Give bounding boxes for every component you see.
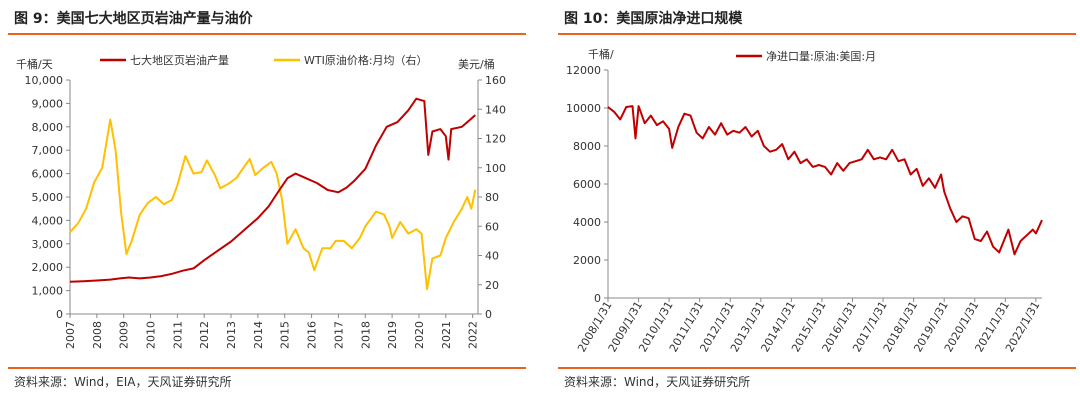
- x-tick-label: 2021: [440, 321, 453, 349]
- figure-9-source: 资料来源：Wind，EIA，天风证券研究所: [14, 375, 232, 389]
- x-tick-label: 2010: [145, 321, 158, 349]
- series-line-production: [69, 97, 476, 283]
- y-tick-label-right: 80: [485, 191, 499, 204]
- source-divider: [558, 367, 1076, 369]
- x-tick-label: 2013: [225, 321, 238, 349]
- x-tick-label: 2022: [467, 321, 480, 349]
- y-tick-label-right: 60: [485, 220, 499, 233]
- y-tick-label-right: 160: [485, 74, 506, 87]
- right-axis-unit: 美元/桶: [458, 57, 495, 71]
- y-tick-label-left: 1,000: [32, 285, 64, 298]
- y-tick-label-left: 5,000: [32, 191, 64, 204]
- x-tick-label: 2019: [386, 321, 399, 349]
- x-tick-label: 2007: [64, 321, 77, 349]
- y-tick-label-left: 4,000: [32, 214, 64, 227]
- y-tick-label-left: 0: [56, 308, 63, 321]
- y-tick-label-left: 3,000: [32, 238, 64, 251]
- y-tick-label-right: 140: [485, 103, 506, 116]
- y-tick-label-left: 10,000: [25, 74, 64, 87]
- x-tick-label: 2015: [279, 321, 292, 349]
- y-tick-label-left: 9,000: [32, 97, 64, 110]
- x-tick-label: 2018: [359, 321, 372, 349]
- y-tick-label: 6000: [573, 178, 601, 191]
- y-tick-label: 0: [594, 292, 601, 305]
- y-tick-label-left: 8,000: [32, 121, 64, 134]
- x-tick-label: 2008: [91, 321, 104, 349]
- y-tick-label: 10000: [566, 102, 601, 115]
- y-tick-label-right: 20: [485, 279, 499, 292]
- figure-10-title: 图 10：美国原油净进口规模: [564, 11, 743, 27]
- figure-9-panel: 图 9：美国七大地区页岩油产量与油价 0 1,000 2,000 3,000 4,000…: [0, 0, 526, 403]
- y-tick-label: 8000: [573, 140, 601, 153]
- series-line-wti: [69, 118, 477, 291]
- net-imports-chart: 0200040006000800010000120002008/1/312009…: [566, 47, 1043, 354]
- y-tick-label-left: 7,000: [32, 144, 64, 157]
- x-tick-label: 2011: [171, 321, 184, 349]
- x-tick-label: 2009: [118, 321, 131, 349]
- x-tick-label: 2012: [198, 321, 211, 349]
- figure-10-panel: 图 10：美国原油净进口规模 0 2000 4000 6000 8000 10000 120…: [550, 0, 1076, 403]
- x-tick-label: 2017: [332, 321, 345, 349]
- x-tick-label: 2016: [306, 321, 319, 349]
- x-tick-label: 2020: [413, 321, 426, 349]
- title-divider: [8, 33, 526, 35]
- y-tick-label-right: 100: [485, 162, 506, 175]
- y-tick-label-right: 40: [485, 250, 499, 263]
- y-tick-label: 12000: [566, 64, 601, 77]
- legend-label-production: 七大地区页岩油产量: [130, 53, 229, 67]
- y-tick-label: 4000: [573, 216, 601, 229]
- y-tick-label-right: 120: [485, 133, 506, 146]
- y-tick-label-left: 6,000: [32, 168, 64, 181]
- y-tick-label: 2000: [573, 254, 601, 267]
- shale-oil-chart: 0 1,000 2,000 3,000 4,000 5,000 6,000 7,000 8,00…: [16, 53, 506, 349]
- y-tick-label-left: 2,000: [32, 261, 64, 274]
- y-tick-label-right: 0: [485, 308, 492, 321]
- legend-label-wti: WTI原油价格:月均（右）: [304, 53, 428, 67]
- left-axis-unit: 千桶/: [588, 47, 614, 61]
- left-axis-unit: 千桶/天: [16, 57, 53, 71]
- x-tick-label: 2014: [252, 321, 265, 349]
- source-divider: [8, 367, 526, 369]
- title-divider: [558, 33, 1076, 35]
- figure-9-title: 图 9：美国七大地区页岩油产量与油价: [14, 11, 253, 27]
- series-line-net-imports: [607, 105, 1043, 256]
- figure-10-source: 资料来源：Wind，天风证券研究所: [564, 375, 751, 389]
- legend-label-net-imports: 净进口量:原油:美国:月: [766, 49, 876, 63]
